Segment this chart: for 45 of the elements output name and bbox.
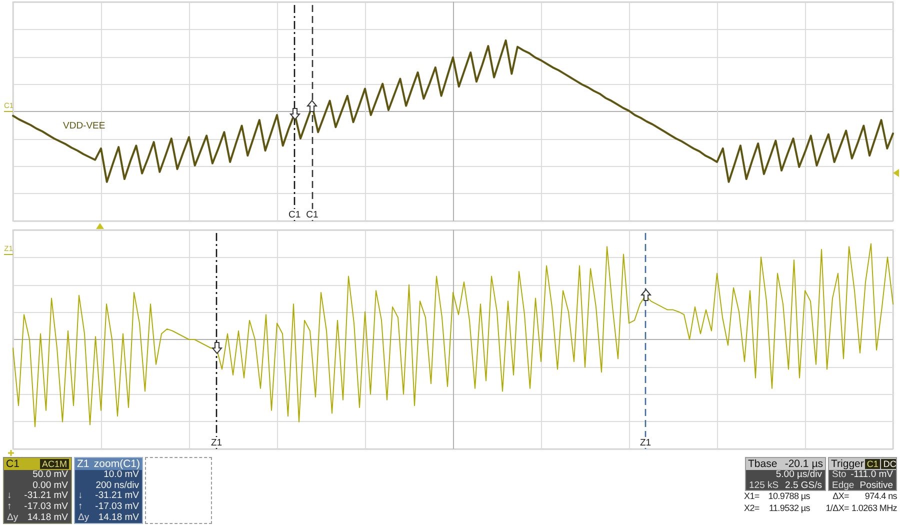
text: -31.21 mV [95, 490, 139, 502]
text: ↑ [78, 501, 83, 513]
text: C1 [6, 458, 20, 470]
text: 974.4 ns [864, 490, 897, 502]
text: DC [881, 459, 897, 469]
text: 1/ΔX= [826, 502, 849, 514]
text: Edge [832, 480, 854, 492]
text: Z1 [640, 438, 652, 448]
text: 1.0263 MHz [851, 502, 897, 514]
text: 125 kS [749, 480, 779, 492]
text: 0.00 mV [32, 480, 68, 491]
series-label: VDD-VEE [63, 120, 106, 132]
text: Z1 [77, 458, 90, 470]
text: Z1 [210, 438, 222, 448]
text: 5.00 µs/div [776, 469, 822, 481]
text: -17.03 mV [95, 501, 139, 513]
text: X1= [744, 490, 760, 502]
text: -20.1 µs [784, 458, 823, 470]
text: Positive [860, 480, 893, 492]
text: C1 [306, 210, 318, 220]
text: C1 [288, 210, 301, 220]
text: ↑ [7, 501, 12, 513]
text: 11.9532 µs [768, 502, 810, 514]
text: -17.03 mV [24, 501, 68, 513]
text: 50.0 mV [32, 469, 68, 481]
text: Tbase [748, 458, 778, 470]
text: 2.5 GS/s [785, 480, 822, 492]
text: 10.9788 µs [768, 490, 810, 502]
text: Sto [832, 469, 846, 481]
text: 200 ns/div [96, 480, 139, 491]
text: Δy [78, 512, 90, 524]
text: ↓ [7, 490, 12, 502]
text: -31.21 mV [24, 490, 68, 502]
text: ΔX= [832, 490, 849, 502]
text: X2= [744, 502, 760, 514]
text: zoom(C1) [94, 458, 140, 470]
text: 14.18 mV [98, 512, 139, 524]
text: AC1M [40, 459, 69, 469]
text: 14.18 mV [27, 512, 68, 524]
text: ↓ [78, 490, 83, 502]
text: Δy [7, 512, 18, 524]
text: C1 [864, 459, 880, 469]
text: -111.0 mV [850, 469, 893, 481]
text: Trigger [831, 458, 864, 470]
text: 10.0 mV [104, 469, 139, 481]
